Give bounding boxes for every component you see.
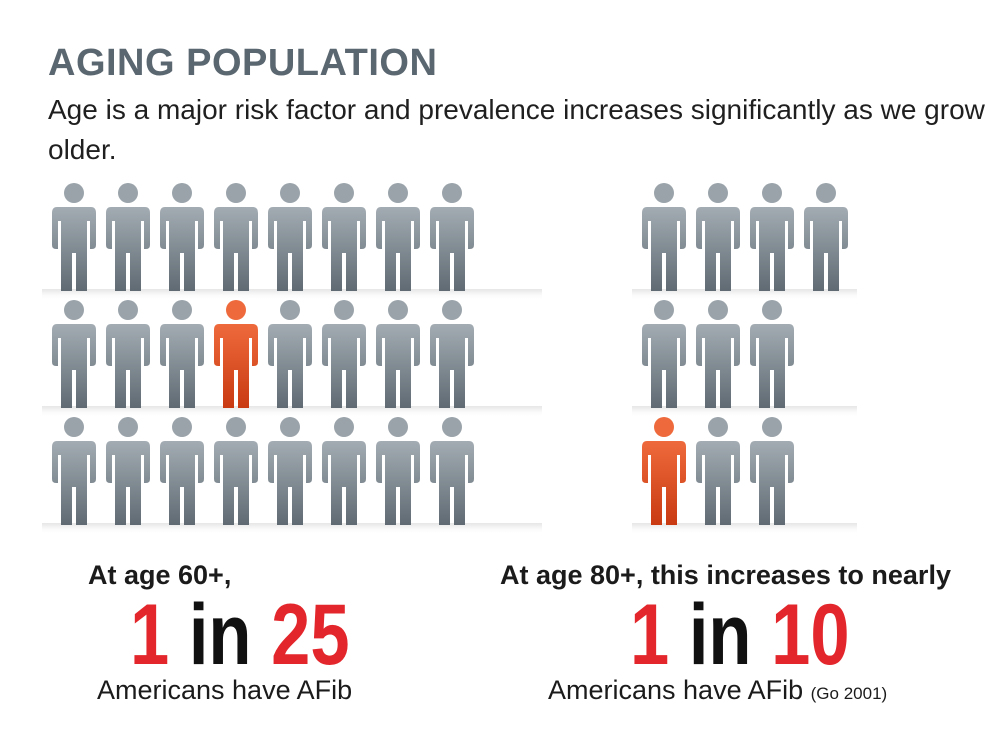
person-icon [210,183,262,293]
person-icon [318,417,370,527]
row-shadow [42,406,542,416]
row-shadow [42,289,542,299]
person-icon [746,417,798,527]
right-stat-tail: Americans have AFib (Go 2001) [548,675,887,706]
person-icon [692,183,744,293]
person-icon [156,417,208,527]
row-shadow [42,523,542,533]
person-icon-highlighted [638,417,690,527]
left-stat-lead: At age 60+, [88,560,232,590]
person-icon [48,417,100,527]
citation: (Go 2001) [810,684,888,703]
left-stat-ratio: 1 in 25 [130,590,350,680]
person-icon [692,417,744,527]
page-subtitle: Age is a major risk factor and prevalenc… [48,94,985,165]
person-icon [746,300,798,410]
right-stat-ratio: 1 in 10 [630,590,850,680]
row-shadow [632,406,857,416]
person-icon [372,300,424,410]
page-title: AGING POPULATION [48,42,438,84]
person-icon [426,183,478,293]
left-stat-tail: Americans have AFib [97,675,353,705]
right-stat-lead: At age 80+, this increases to nearly [500,560,951,590]
person-icon [746,183,798,293]
right-stat-tail-text: Americans have AFib [548,675,804,705]
person-icon [210,417,262,527]
left-ratio-denominator: 25 [271,587,350,683]
person-icon [426,417,478,527]
person-icon [156,183,208,293]
left-ratio-in: in [188,587,252,683]
right-ratio-in: in [688,587,752,683]
person-icon [102,417,154,527]
person-icon [264,300,316,410]
person-icon [156,300,208,410]
person-icon [318,300,370,410]
person-icon-highlighted [210,300,262,410]
left-ratio-numerator: 1 [130,587,170,683]
row-shadow [632,289,857,299]
row-shadow [632,523,857,533]
person-icon [692,300,744,410]
person-icon [264,417,316,527]
person-icon [48,300,100,410]
person-icon [638,300,690,410]
person-icon [48,183,100,293]
person-icon [102,183,154,293]
right-ratio-denominator: 10 [771,587,850,683]
right-ratio-numerator: 1 [630,587,670,683]
person-icon [800,183,852,293]
person-icon [102,300,154,410]
person-icon [372,417,424,527]
person-icon [372,183,424,293]
person-icon [638,183,690,293]
person-icon [318,183,370,293]
person-icon [264,183,316,293]
person-icon [426,300,478,410]
